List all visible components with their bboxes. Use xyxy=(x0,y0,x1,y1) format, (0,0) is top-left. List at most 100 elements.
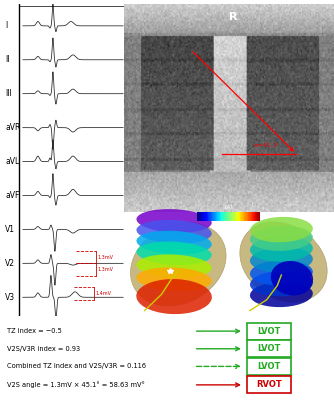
Bar xyxy=(235,212,236,221)
Bar xyxy=(241,212,242,221)
Bar xyxy=(212,212,213,221)
Ellipse shape xyxy=(250,226,313,251)
Bar xyxy=(209,212,210,221)
Text: I: I xyxy=(5,21,7,30)
Bar xyxy=(204,212,205,221)
Bar xyxy=(247,340,291,357)
Bar xyxy=(259,212,260,221)
Bar xyxy=(237,212,238,221)
Bar xyxy=(221,212,222,221)
Ellipse shape xyxy=(136,279,212,314)
Bar xyxy=(244,212,245,221)
Ellipse shape xyxy=(137,254,212,278)
Bar xyxy=(232,212,233,221)
Bar xyxy=(239,212,240,221)
Bar xyxy=(251,212,252,221)
Bar xyxy=(258,212,259,221)
Ellipse shape xyxy=(250,271,313,296)
Bar xyxy=(230,212,231,221)
Bar xyxy=(197,212,198,221)
Bar xyxy=(247,323,291,340)
Text: TZ index = −0.5: TZ index = −0.5 xyxy=(7,328,61,334)
Ellipse shape xyxy=(250,217,313,242)
Bar xyxy=(248,212,249,221)
Bar xyxy=(198,212,199,221)
Ellipse shape xyxy=(250,282,313,307)
Bar xyxy=(219,212,220,221)
Ellipse shape xyxy=(137,268,212,291)
Text: LVOT: LVOT xyxy=(257,362,281,371)
Bar xyxy=(233,212,234,221)
Text: V3: V3 xyxy=(5,293,15,302)
Bar xyxy=(214,212,215,221)
Text: LVOT: LVOT xyxy=(257,327,281,336)
Bar xyxy=(218,212,219,221)
Bar xyxy=(250,212,251,221)
Text: LVOT: LVOT xyxy=(257,344,281,353)
Bar xyxy=(215,212,216,221)
Bar xyxy=(247,212,248,221)
Bar xyxy=(252,212,253,221)
Bar xyxy=(220,212,221,221)
Bar xyxy=(226,212,227,221)
Bar xyxy=(227,212,228,221)
Bar xyxy=(207,212,208,221)
Bar xyxy=(246,212,247,221)
Bar xyxy=(254,212,255,221)
Bar xyxy=(203,212,204,221)
Bar xyxy=(206,212,207,221)
Bar xyxy=(249,212,250,221)
Text: α=45.1°: α=45.1° xyxy=(254,142,280,148)
Text: Combined TZ index and V2S/V3R = 0.116: Combined TZ index and V2S/V3R = 0.116 xyxy=(7,363,146,370)
Ellipse shape xyxy=(137,209,212,233)
Ellipse shape xyxy=(250,247,313,272)
Ellipse shape xyxy=(137,242,212,265)
Bar xyxy=(223,212,224,221)
Bar xyxy=(205,212,206,221)
Text: V2S/V3R index = 0.93: V2S/V3R index = 0.93 xyxy=(7,346,80,352)
Bar xyxy=(236,212,237,221)
Ellipse shape xyxy=(240,222,327,302)
Bar xyxy=(225,212,226,221)
Ellipse shape xyxy=(131,222,226,306)
Text: 1.4mV: 1.4mV xyxy=(95,291,111,296)
Text: aVF: aVF xyxy=(5,191,19,200)
Text: 1.3mV: 1.3mV xyxy=(98,255,114,260)
Bar xyxy=(257,212,258,221)
Bar xyxy=(199,212,200,221)
Bar xyxy=(260,212,261,221)
Bar xyxy=(217,212,218,221)
Text: aVR: aVR xyxy=(5,123,20,132)
Bar xyxy=(224,212,225,221)
Text: aVL: aVL xyxy=(5,157,19,166)
Ellipse shape xyxy=(137,220,212,244)
Bar xyxy=(231,212,232,221)
Bar xyxy=(210,212,211,221)
Ellipse shape xyxy=(250,260,313,286)
Bar xyxy=(216,212,217,221)
Bar xyxy=(247,358,291,375)
Bar xyxy=(247,376,291,393)
Bar xyxy=(234,212,235,221)
Bar xyxy=(201,212,202,221)
Bar xyxy=(256,212,257,221)
Bar xyxy=(242,212,243,221)
Ellipse shape xyxy=(137,231,212,254)
Text: RVOT: RVOT xyxy=(256,380,282,389)
Text: V1: V1 xyxy=(5,225,15,234)
Ellipse shape xyxy=(271,261,313,296)
Ellipse shape xyxy=(250,236,313,262)
Bar xyxy=(253,212,254,221)
Text: III: III xyxy=(5,89,12,98)
Text: 1.3mV: 1.3mV xyxy=(98,267,114,272)
Text: II: II xyxy=(5,55,10,64)
Bar xyxy=(245,212,246,221)
Bar xyxy=(200,212,201,221)
Bar xyxy=(213,212,214,221)
Bar xyxy=(222,212,223,221)
Text: V2S angle = 1.3mV × 45.1° = 58.63 mV°: V2S angle = 1.3mV × 45.1° = 58.63 mV° xyxy=(7,382,145,388)
Bar xyxy=(243,212,244,221)
Bar xyxy=(228,212,229,221)
Bar xyxy=(238,212,239,221)
Bar xyxy=(255,212,256,221)
